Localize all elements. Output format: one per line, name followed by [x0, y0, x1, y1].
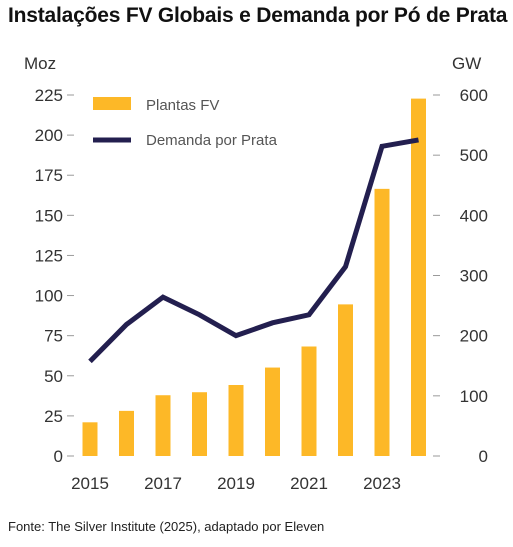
left-tick-label: 25 — [44, 407, 63, 426]
chart-title: Instalações FV Globais e Demanda por Pó … — [8, 4, 508, 27]
right-tick-label: 300 — [460, 267, 488, 286]
left-tick-label: 50 — [44, 367, 63, 386]
right-tick-label: 0 — [479, 447, 488, 466]
left-tick-label: 150 — [35, 206, 63, 225]
x-tick-label: 2015 — [71, 474, 109, 493]
source-note: Fonte: The Silver Institute (2025), adap… — [8, 519, 325, 534]
bar — [192, 392, 207, 456]
left-axis-label: Moz — [24, 54, 56, 73]
x-tick-label: 2023 — [363, 474, 401, 493]
left-tick-label: 100 — [35, 287, 63, 306]
left-tick-label: 125 — [35, 246, 63, 265]
right-tick-label: 500 — [460, 146, 488, 165]
right-axis-label: GW — [452, 54, 481, 73]
left-tick-label: 225 — [35, 86, 63, 105]
x-tick-label: 2021 — [290, 474, 328, 493]
legend-label-line: Demanda por Prata — [146, 132, 278, 149]
right-tick-label: 100 — [460, 387, 488, 406]
bar — [338, 304, 353, 456]
line-demanda-prata — [88, 137, 419, 364]
left-axis-ticks: 0 25 50 75 100 125 150 175 200 225 — [35, 86, 74, 466]
right-tick-label: 400 — [460, 206, 488, 225]
left-tick-label: 75 — [44, 327, 63, 346]
right-axis-ticks: 0 100 200 300 400 500 600 — [433, 86, 488, 466]
bar — [82, 422, 98, 456]
legend-swatch-bar — [93, 97, 131, 110]
legend: Plantas FV Demanda por Prata — [93, 97, 278, 149]
bar — [228, 385, 244, 456]
line-series — [88, 137, 419, 364]
bar — [411, 98, 426, 457]
bar — [155, 395, 171, 456]
left-tick-label: 175 — [35, 166, 63, 185]
legend-label-bar: Plantas FV — [146, 97, 219, 114]
x-axis-ticks: 2015 2017 2019 2021 2023 — [71, 474, 401, 493]
left-tick-label: 0 — [54, 447, 63, 466]
bar — [301, 346, 317, 456]
x-tick-label: 2017 — [144, 474, 182, 493]
x-tick-label: 2019 — [217, 474, 255, 493]
bar-series — [82, 98, 426, 457]
right-tick-label: 600 — [460, 86, 488, 105]
bar — [374, 188, 390, 457]
bar — [119, 410, 134, 456]
left-tick-label: 200 — [35, 126, 63, 145]
right-tick-label: 200 — [460, 327, 488, 346]
bar — [265, 367, 280, 456]
